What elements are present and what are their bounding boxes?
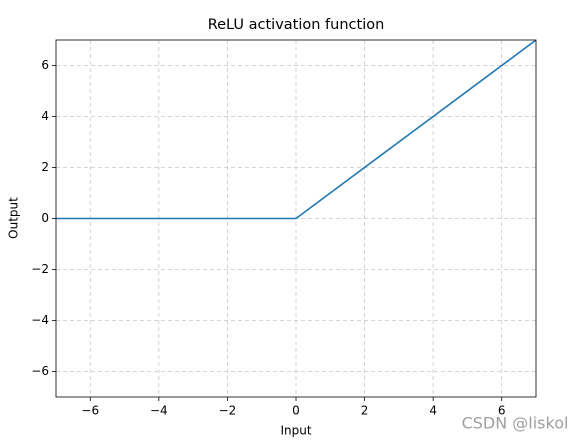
y-tick-label: 4 [41,109,49,123]
plot-frame [55,39,537,398]
chart-title: ReLU activation function [208,17,385,33]
x-tick-label: 6 [498,404,506,418]
y-tick-label: 0 [41,211,49,225]
x-tick-label: −4 [150,404,168,418]
y-tick-label: −6 [31,364,49,378]
watermark: CSDN @liskol [462,414,569,433]
x-tick-label: −2 [219,404,237,418]
y-tick-label: 2 [41,160,49,174]
x-tick-label: 4 [429,404,437,418]
y-axis-label: Output [7,197,21,239]
y-tick-label: 6 [41,58,49,72]
x-tick-label: 0 [292,404,300,418]
y-tick-label: −2 [31,262,49,276]
x-tick-label: −6 [81,404,99,418]
y-tick-label: −4 [31,313,49,327]
data-line [56,39,537,220]
x-tick-label: 2 [361,404,369,418]
x-axis-label: Input [280,424,311,438]
